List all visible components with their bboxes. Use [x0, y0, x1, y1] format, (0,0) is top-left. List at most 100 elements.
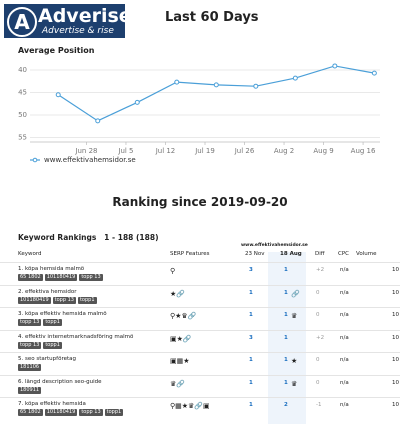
rank-icon: 🔗 [291, 289, 300, 298]
rank-icon: ♛ [291, 379, 298, 388]
diff: -1 [316, 402, 322, 408]
point [134, 99, 140, 105]
table-row: 6. längd description seo-guide 180911 ♛🔗 1 1… [0, 374, 400, 398]
tag: topp 13 [52, 296, 76, 304]
volume: 10 [392, 402, 399, 408]
cpc: n/a [340, 357, 349, 363]
keyword: 6. längd description seo-guide [18, 378, 102, 385]
y-tick-label: 40 [18, 66, 27, 74]
legend-marker [32, 157, 38, 163]
volume: 10 [392, 312, 399, 318]
point [292, 75, 298, 81]
rank-18aug: 1 [284, 312, 288, 318]
column-header: CPC [338, 251, 349, 257]
x-tick-label: Aug 16 [351, 147, 376, 155]
x-tick-label: Aug 2 [274, 147, 294, 155]
highlight-column [268, 252, 306, 424]
rank-23nov: 1 [249, 289, 253, 296]
tags: 65 1802 101180419 topp 13 topp1 [18, 409, 125, 416]
tag: 101180419 [44, 274, 78, 281]
chart: 40 45 50 55 Jun 28 Jul 5 Jul 12 Jul 19 Jul 26 Aug… [18, 63, 380, 164]
serp-icons: ▣▦★ [170, 357, 190, 365]
column-header: Keyword [18, 251, 42, 257]
volume: 10 [392, 289, 399, 296]
diff: 0 [316, 357, 320, 363]
cpc: n/a [340, 289, 349, 296]
rank-23nov: 1 [249, 357, 253, 363]
table-heading: Keyword Rankings 1 - 188 (188) [18, 233, 159, 242]
tag: topp1 [43, 319, 62, 326]
tags: topp 13 topp1 [18, 319, 64, 326]
chart-title: Average Position [18, 46, 95, 55]
rank-18aug: 1 [284, 334, 288, 341]
logo: A Adveriser Advertise & rise [4, 4, 141, 38]
tags: 180911 [18, 386, 43, 394]
point [253, 83, 259, 89]
x-tick-label: Jul 5 [117, 147, 133, 155]
tag: topp 13 [79, 274, 103, 281]
keyword: 1. köpa hemsida malmö [18, 266, 85, 272]
table-row: 4. effektiv internetmarknadsföring malmö… [0, 329, 400, 353]
point [371, 70, 377, 76]
point [213, 82, 219, 88]
diff: 0 [316, 379, 320, 386]
tag: 101180419 [18, 296, 51, 304]
table-row: 1. köpa hemsida malmö 65 1802 101180419 top… [0, 262, 400, 285]
tag: topp1 [77, 296, 97, 304]
point [55, 92, 61, 98]
table-row: 3. köpa effektiv hemsida malmö topp 13 top… [0, 307, 400, 330]
logo-icon: A [7, 7, 37, 37]
serp-icons: ⚲ [170, 267, 176, 275]
tag: topp1 [104, 409, 124, 416]
point [332, 63, 338, 69]
rank-18aug: 1 [284, 357, 288, 363]
tag: 180911 [18, 386, 42, 394]
tags: 101180419 topp 13 topp1 [18, 296, 99, 304]
logo-text: Adveriser [38, 5, 142, 27]
y-tick-label: 55 [18, 134, 27, 142]
tags: topp 13 topp1 [18, 341, 64, 349]
cpc: n/a [340, 402, 349, 408]
heading: Keyword Rankings [18, 233, 97, 242]
rank-18aug: 1 [284, 289, 288, 296]
keyword: 3. köpa effektiv hemsida malmö [18, 311, 107, 317]
keyword: 5. seo startupföretag [18, 356, 76, 362]
table-row: 5. seo startupföretag 181106 ▣▦★ 1 1 ★ 0 n/a 10 [0, 352, 400, 375]
site-label: www.effektivahemsidor.se [241, 243, 308, 248]
serp-icons: ★🔗 [170, 289, 185, 298]
ranking-title: Ranking since 2019-09-20 [112, 195, 288, 209]
column-header: 18 Aug [280, 251, 302, 257]
diff: +2 [316, 334, 325, 341]
serp-icons: ♛🔗 [170, 379, 185, 388]
tag: 65 1802 [18, 409, 43, 416]
point [95, 118, 101, 124]
rank-18aug: 2 [284, 402, 288, 408]
y-tick-label: 50 [18, 111, 27, 119]
range: 1 - 188 (188) [104, 233, 159, 242]
rank-23nov: 1 [249, 402, 253, 408]
column-header: Diff [315, 251, 325, 257]
diff: 0 [316, 289, 320, 296]
serp-icons: ▣★🔗 [170, 334, 192, 343]
diff: +2 [316, 267, 325, 273]
x-tick-label: Aug 9 [313, 147, 333, 155]
line [57, 65, 375, 122]
column-header: SERP Features [170, 251, 210, 257]
tag: topp 13 [18, 319, 42, 326]
volume: 10 [392, 267, 399, 273]
cpc: n/a [340, 334, 349, 341]
rank-23nov: 3 [249, 267, 253, 273]
slogan: Advertise & rise [42, 26, 114, 36]
tag: topp 13 [18, 341, 42, 349]
x-tick-label: Jun 28 [74, 147, 97, 155]
rank-23nov: 1 [249, 379, 253, 386]
volume: 10 [392, 379, 399, 386]
keyword: 2. effektiva hemsidor [18, 288, 77, 295]
keyword: 7. köpa effektiv hemsida [18, 401, 86, 407]
keyword: 4. effektiv internetmarknadsföring malmö [18, 333, 134, 340]
column-header: Volume [356, 251, 377, 257]
page-title: Last 60 Days [165, 10, 259, 25]
x-tick-label: Jul 26 [234, 147, 255, 155]
table-row: 7. köpa effektiv hemsida 65 1802 101180419… [0, 397, 400, 420]
